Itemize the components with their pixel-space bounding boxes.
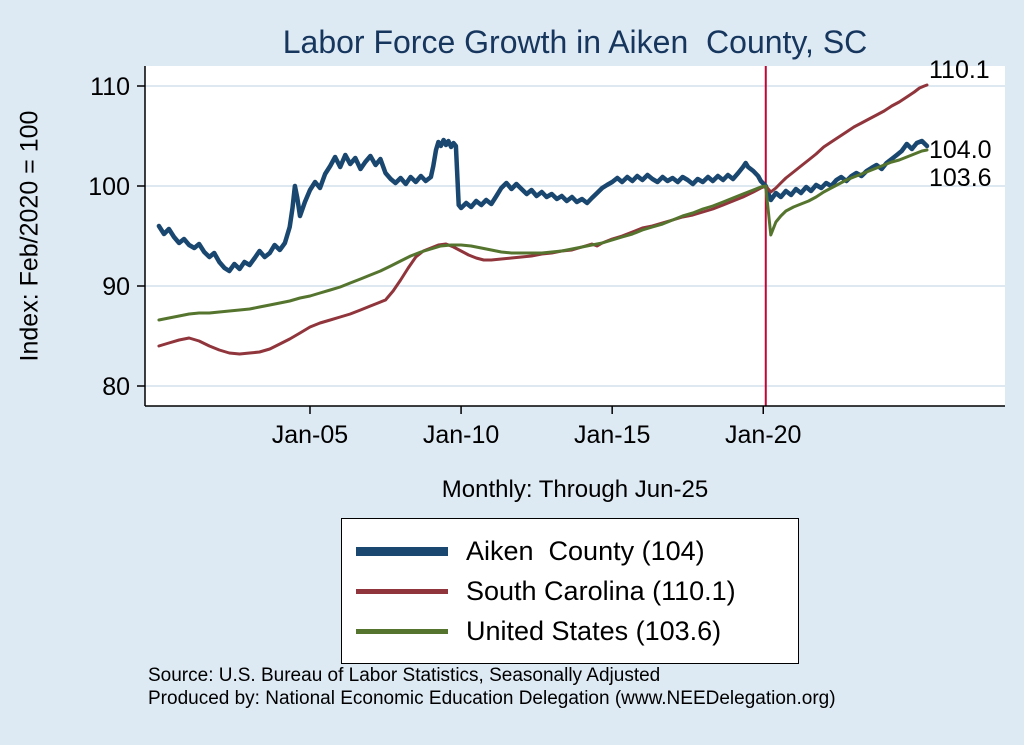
end-value-label-south-carolina: 110.1	[929, 56, 990, 84]
series-line-united-states	[157, 148, 929, 322]
legend-line-swatch-aiken-county	[356, 546, 448, 556]
y-tick-label-100: 100	[88, 173, 130, 201]
produced-by-line: Produced by: National Economic Education…	[148, 688, 836, 709]
x-tick-label-Jan-15: Jan-15	[574, 421, 650, 449]
source-line: Source: U.S. Bureau of Labor Statistics,…	[148, 665, 661, 686]
legend-label-united-states: United States (103.6)	[466, 615, 722, 646]
y-tick-label-80: 80	[102, 373, 130, 401]
plot-canvas: 80 90 100 110 Jan-05 Jan-10 Jan-15 Jan-20	[88, 66, 1005, 449]
legend-line-swatch-united-states	[356, 628, 448, 634]
legend-label-aiken-county: Aiken County (104)	[466, 535, 705, 566]
end-value-label-united-states: 103.6	[929, 164, 992, 192]
x-tick-label-Jan-10: Jan-10	[423, 421, 499, 449]
legend-item-south-carolina: South Carolina (110.1)	[356, 571, 798, 611]
chart-title: Labor Force Growth in Aiken County, SC	[282, 24, 868, 60]
legend-item-aiken-county: Aiken County (104)	[356, 531, 798, 571]
legend-line-swatch-south-carolina	[356, 588, 448, 594]
end-value-label-aiken-county: 104.0	[929, 136, 992, 164]
source-notes: Source: U.S. Bureau of Labor Statistics,…	[148, 664, 836, 710]
x-tick-label-Jan-05: Jan-05	[272, 421, 348, 449]
series-line-aiken-county	[156, 137, 930, 274]
legend-item-united-states: United States (103.6)	[356, 611, 798, 651]
legend-label-south-carolina: South Carolina (110.1)	[466, 575, 736, 606]
y-tick-label-90: 90	[102, 273, 130, 301]
y-tick-label-110: 110	[90, 73, 130, 101]
x-axis-note: Monthly: Through Jun-25	[441, 476, 709, 503]
legend: Aiken County (104) South Carolina (110.1…	[341, 518, 799, 664]
x-tick-label-Jan-20: Jan-20	[725, 421, 801, 449]
